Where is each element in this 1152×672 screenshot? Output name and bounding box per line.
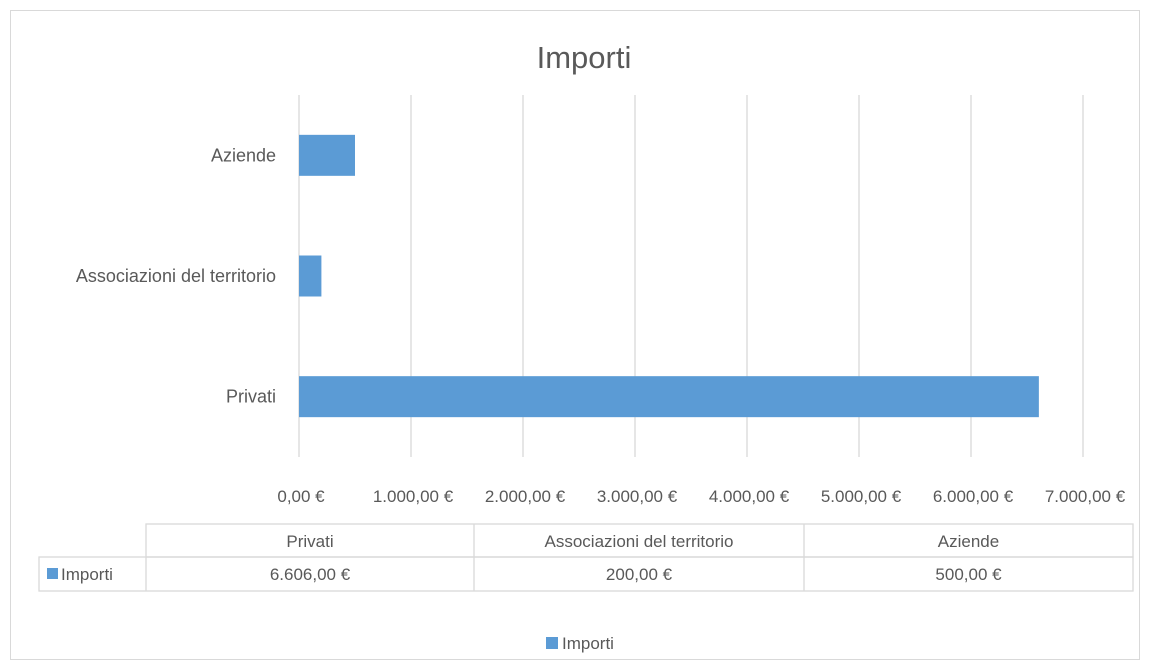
bar: [299, 256, 321, 297]
x-tick-label: 0,00 €: [277, 487, 325, 506]
x-tick-label: 7.000,00 €: [1045, 487, 1126, 506]
bar: [299, 376, 1039, 417]
legend-label: Importi: [562, 634, 614, 653]
chart-frame: Importi Privati Associazioni del territor…: [10, 10, 1140, 660]
chart-title: Importi: [537, 40, 632, 75]
table-cell: 6.606,00 €: [270, 565, 351, 584]
table-header-cell: Aziende: [938, 532, 999, 551]
bars: [299, 135, 1039, 417]
x-tick-label: 5.000,00 €: [821, 487, 902, 506]
x-tick-label: 3.000,00 €: [597, 487, 678, 506]
legend-key: [546, 637, 558, 649]
bar: [299, 135, 355, 176]
x-tick-labels: 0,00 € 1.000,00 € 2.000,00 € 3.000,00 € 4.00…: [277, 487, 1125, 506]
data-table: Privati Associazioni del territorio Aziend…: [39, 524, 1133, 591]
x-tick-label: 2.000,00 €: [485, 487, 566, 506]
legend: Importi: [546, 634, 614, 653]
category-label: Privati: [226, 387, 276, 407]
table-header-cell: Privati: [286, 532, 333, 551]
table-legend-key: [47, 568, 58, 579]
table-header-cell: Associazioni del territorio: [545, 532, 734, 551]
category-labels: Privati Associazioni del territorio Aziend…: [76, 145, 276, 406]
bar-chart: Importi Privati Associazioni del territor…: [11, 11, 1141, 661]
x-tick-label: 1.000,00 €: [373, 487, 454, 506]
category-label: Aziende: [211, 145, 276, 165]
x-tick-label: 6.000,00 €: [933, 487, 1014, 506]
category-label: Associazioni del territorio: [76, 266, 276, 286]
table-cell: 200,00 €: [606, 565, 673, 584]
x-tick-label: 4.000,00 €: [709, 487, 790, 506]
table-cell: 500,00 €: [935, 565, 1002, 584]
table-row-label: Importi: [61, 565, 113, 584]
